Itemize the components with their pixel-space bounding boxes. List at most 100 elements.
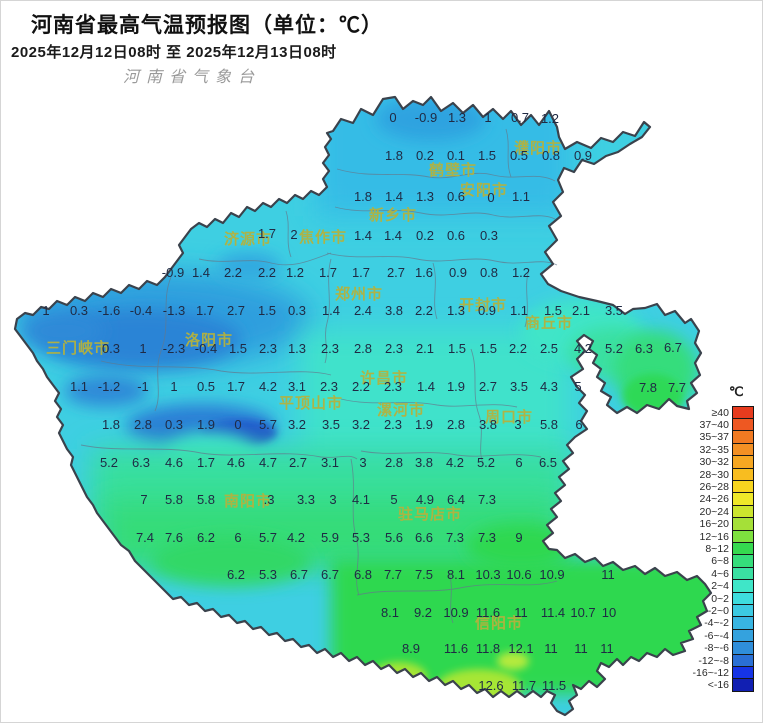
temp-value: 2.4 xyxy=(354,303,372,318)
temp-value: 7.3 xyxy=(446,530,464,545)
temp-value: 1.3 xyxy=(288,341,306,356)
temp-value: 4.3 xyxy=(540,379,558,394)
legend-entry: 30~32 xyxy=(685,455,755,470)
city-label: 漯河市 xyxy=(377,401,425,419)
temp-value: 5.8 xyxy=(197,492,215,507)
temp-value: 1.9 xyxy=(415,417,433,432)
temp-value: 10.9 xyxy=(539,567,564,582)
legend-range-label: -6~-4 xyxy=(704,629,729,642)
temp-value: 5.2 xyxy=(477,455,495,470)
temp-value: -0.4 xyxy=(130,303,152,318)
temp-value: 2.2 xyxy=(258,265,276,280)
legend-entry: -4~-2 xyxy=(685,616,755,631)
city-label: 三门峡市 xyxy=(46,339,110,357)
temp-value: 0 xyxy=(389,110,396,125)
temp-value: 10.6 xyxy=(506,567,531,582)
legend-range-label: -4~-2 xyxy=(704,617,729,630)
forecast-date-range: 2025年12月12日08时 至 2025年12月13日08时 xyxy=(11,44,337,61)
legend-entry: -2~0 xyxy=(685,603,755,618)
temp-value: 0.3 xyxy=(70,303,88,318)
legend-range-label: 2~4 xyxy=(711,580,729,593)
temp-value: 1.5 xyxy=(479,341,497,356)
temp-value: 11 xyxy=(601,567,615,582)
agency-watermark: 河南省气象台 xyxy=(123,67,262,86)
legend-entry: 37~40 xyxy=(685,418,755,433)
legend-entry: 4~6 xyxy=(685,566,755,581)
temp-value: -1.6 xyxy=(98,303,120,318)
temp-value: 6.6 xyxy=(415,530,433,545)
temp-value: 1.8 xyxy=(354,189,372,204)
city-label: 济源市 xyxy=(224,230,272,248)
temp-value: 10.9 xyxy=(443,605,468,620)
temp-value: 0.9 xyxy=(478,303,496,318)
legend-range-label: 24~26 xyxy=(699,493,730,506)
temp-value: 0.6 xyxy=(447,228,465,243)
temp-value: 5.7 xyxy=(259,530,277,545)
temp-value: 0.5 xyxy=(197,379,215,394)
legend-range-label: 28~30 xyxy=(699,468,730,481)
city-label: 新乡市 xyxy=(369,206,417,224)
temp-value: 3.2 xyxy=(288,417,306,432)
temp-value: 1.5 xyxy=(544,303,562,318)
temp-value: 1.3 xyxy=(448,110,466,125)
temp-value: 1 xyxy=(170,379,177,394)
temp-value: 11 xyxy=(514,605,528,620)
temp-value: 3.3 xyxy=(297,492,315,507)
temp-value: 5.7 xyxy=(259,417,277,432)
temp-value: 12.1 xyxy=(508,641,533,656)
temp-value: 6.4 xyxy=(447,492,465,507)
temp-value: 2.2 xyxy=(415,303,433,318)
temp-value: 6 xyxy=(234,530,241,545)
legend-range-label: 12~16 xyxy=(699,530,730,543)
temp-value: 9.2 xyxy=(414,605,432,620)
legend-range-label: 16~20 xyxy=(699,518,730,531)
temp-value: 4.2 xyxy=(446,455,464,470)
temp-value: 7.5 xyxy=(415,567,433,582)
temp-value: 7.7 xyxy=(384,567,402,582)
temp-value: 5 xyxy=(574,379,581,394)
temp-value: 6.8 xyxy=(354,567,372,582)
temp-value: 4.2 xyxy=(259,379,277,394)
temp-value: 7.7 xyxy=(668,380,686,395)
temp-value: 0.3 xyxy=(102,341,120,356)
temp-value: -2.3 xyxy=(163,341,185,356)
temp-value: 0.6 xyxy=(447,189,465,204)
temp-value: 4.6 xyxy=(165,455,183,470)
temp-value: 1.2 xyxy=(541,111,559,126)
temp-value: 6.3 xyxy=(132,455,150,470)
temp-value: 5.2 xyxy=(100,455,118,470)
temp-value: 3.8 xyxy=(415,455,433,470)
legend-range-label: 26~28 xyxy=(699,481,730,494)
legend-entry: <-16 xyxy=(685,678,755,693)
temp-value: 2.1 xyxy=(416,341,434,356)
temp-value: 1.4 xyxy=(322,303,340,318)
legend-unit-label: ℃ xyxy=(729,384,744,399)
temp-value: 2.3 xyxy=(320,379,338,394)
temp-value: 0.3 xyxy=(165,417,183,432)
temp-value: 1.4 xyxy=(192,265,210,280)
temp-value: 0.3 xyxy=(288,303,306,318)
temp-value: 4.2 xyxy=(287,530,305,545)
city-label: 郑州市 xyxy=(335,285,383,303)
legend-range-label: -8~-6 xyxy=(704,642,729,655)
temp-value: 10.7 xyxy=(570,605,595,620)
temp-value: 0.9 xyxy=(574,148,592,163)
temp-value: 5.2 xyxy=(605,341,623,356)
temp-value: 1.7 xyxy=(227,379,245,394)
legend-range-label: 20~24 xyxy=(699,505,730,518)
temp-value: 7.3 xyxy=(478,492,496,507)
temp-value: 2.7 xyxy=(479,379,497,394)
temp-value: 0 xyxy=(487,190,494,205)
temp-value: 9 xyxy=(515,530,522,545)
temp-value: 7.4 xyxy=(136,530,154,545)
temp-value: 7.8 xyxy=(639,380,657,395)
temp-value: 7.3 xyxy=(478,530,496,545)
legend-color-swatch xyxy=(732,678,754,693)
temp-value: 1.5 xyxy=(229,341,247,356)
temp-value: 2.7 xyxy=(227,303,245,318)
temp-value: 2.3 xyxy=(384,379,402,394)
temp-value: 7 xyxy=(140,492,147,507)
temp-value: 1.4 xyxy=(417,379,435,394)
temp-value: 2.7 xyxy=(289,455,307,470)
